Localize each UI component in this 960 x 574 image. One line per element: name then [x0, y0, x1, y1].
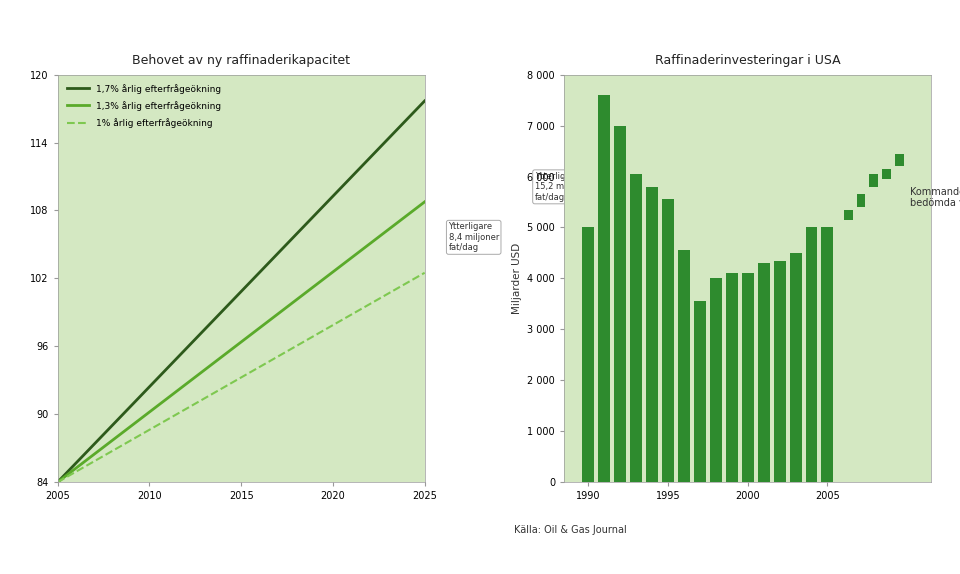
Bar — [789, 253, 802, 482]
Y-axis label: Miljarder USD: Miljarder USD — [512, 243, 522, 314]
Bar — [844, 210, 852, 220]
Bar — [694, 301, 706, 482]
Title: Behovet av ny raffinaderikapacitet: Behovet av ny raffinaderikapacitet — [132, 53, 350, 67]
Bar — [870, 174, 878, 187]
Bar — [822, 227, 833, 482]
Text: Kommande investeringar,
bedömda värden: Kommande investeringar, bedömda värden — [910, 187, 960, 208]
Title: Raffinaderinvesteringar i USA: Raffinaderinvesteringar i USA — [655, 53, 841, 67]
Bar — [805, 227, 818, 482]
Bar — [757, 263, 770, 482]
Bar — [709, 278, 722, 482]
Bar — [661, 199, 674, 482]
Bar — [726, 273, 737, 482]
Bar — [742, 273, 754, 482]
Bar — [630, 174, 642, 482]
Bar — [856, 195, 865, 207]
Bar — [614, 126, 626, 482]
Legend: 1,7% årlig efterfrågeökning, 1,3% årlig efterfrågeökning, 1% årlig efterfrågeökn: 1,7% årlig efterfrågeökning, 1,3% årlig … — [62, 79, 226, 132]
Bar — [582, 227, 594, 482]
Bar — [646, 187, 658, 482]
Bar — [678, 250, 690, 482]
Text: Källa: Oil & Gas Journal: Källa: Oil & Gas Journal — [514, 525, 626, 535]
Text: Ytterligare
15,2 miljoner
fat/dag: Ytterligare 15,2 miljoner fat/dag — [535, 172, 590, 201]
Bar — [774, 261, 785, 482]
Bar — [598, 95, 610, 482]
Bar — [882, 169, 891, 179]
Bar — [895, 154, 903, 166]
Text: Ytterligare
8,4 miljoner
fat/dag: Ytterligare 8,4 miljoner fat/dag — [448, 222, 499, 252]
